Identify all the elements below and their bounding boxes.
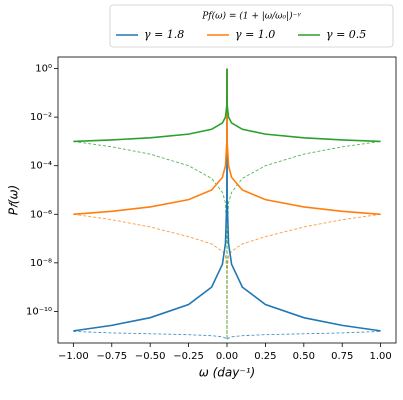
x-tick-label: −0.50 bbox=[135, 351, 166, 362]
y-tick-label: 10⁻⁸ bbox=[30, 258, 52, 269]
y-axis-label: P𝑓(ω) bbox=[7, 185, 21, 215]
y-tick-label: 10⁻⁶ bbox=[30, 209, 52, 220]
dashed-line bbox=[73, 330, 381, 340]
legend-title: P𝑓(ω) = (1 + |ω/ω₀|)⁻ᵞ bbox=[201, 11, 301, 22]
y-tick-label: 10⁰ bbox=[35, 64, 52, 75]
x-tick-label: −1.00 bbox=[58, 351, 89, 362]
x-tick-label: −0.75 bbox=[96, 351, 127, 362]
line bbox=[73, 68, 381, 143]
x-axis-label: ω (day⁻¹) bbox=[199, 366, 255, 380]
legend-box bbox=[109, 4, 394, 48]
x-tick-label: −0.25 bbox=[173, 351, 204, 362]
y-tick-label: 10⁻¹⁰ bbox=[26, 306, 52, 317]
x-tick-label: 1.00 bbox=[370, 351, 392, 362]
legend-label: γ = 0.5 bbox=[326, 28, 366, 41]
plot-frame bbox=[57, 56, 397, 344]
x-tick-label: 0.00 bbox=[216, 351, 238, 362]
x-tick-label: 0.50 bbox=[293, 351, 315, 362]
legend-label: γ = 1.0 bbox=[235, 28, 275, 41]
x-tick-label: 0.25 bbox=[254, 351, 276, 362]
y-tick-label: 10⁻² bbox=[30, 112, 52, 123]
x-tick-label: 0.75 bbox=[331, 351, 353, 362]
y-tick-label: 10⁻⁴ bbox=[30, 161, 52, 172]
legend-label: γ = 1.8 bbox=[144, 28, 184, 41]
